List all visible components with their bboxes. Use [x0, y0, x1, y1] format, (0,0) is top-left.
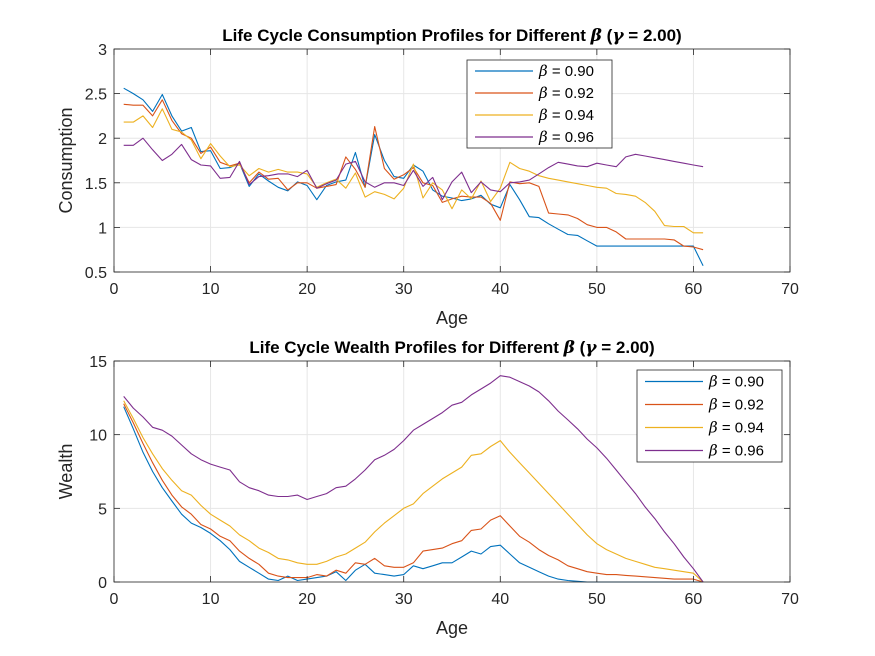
x-tick-label: 10	[202, 591, 220, 608]
chart-2: 0 10 20 30 40 50 60 70 0 5 10 15 Life Cycle Wealth P…	[56, 338, 799, 638]
title-gamma-value: = 2.00)	[624, 26, 682, 45]
legend-entry-4: β = 0.96	[708, 442, 764, 460]
chart-title: Life Cycle Wealth Profiles for Different…	[249, 338, 654, 358]
x-tick-label: 10	[202, 281, 220, 298]
legend-entry-4: β = 0.96	[538, 128, 594, 146]
x-tick-label: 60	[685, 591, 703, 608]
legend-beta-symbol: β	[708, 442, 718, 460]
series-line-4	[123, 375, 704, 583]
y-tick-label: 1	[98, 220, 107, 237]
title-paren: (	[602, 26, 613, 45]
y-tick-label: 0.5	[85, 265, 107, 282]
series-line-3	[123, 400, 704, 583]
title-beta-symbol: β	[563, 338, 575, 358]
x-tick-label: 50	[588, 591, 606, 608]
series-line-3	[123, 108, 704, 234]
legend-entry-1: β = 0.90	[708, 373, 764, 391]
x-tick-label: 40	[491, 281, 509, 298]
legend-value: = 0.94	[548, 107, 594, 124]
legend-box	[466, 59, 613, 149]
title-gamma-symbol: γ	[612, 26, 624, 46]
y-tick-label: 2.5	[85, 87, 107, 104]
y-axis-label: Consumption	[56, 107, 76, 213]
legend-beta-symbol: β	[708, 396, 718, 414]
x-tick-label: 0	[110, 591, 119, 608]
series-line-2	[123, 403, 704, 583]
y-tick-label: 1.5	[85, 176, 107, 193]
legend-box	[636, 369, 783, 463]
chart-title: Life Cycle Consumption Profiles for Diff…	[222, 26, 681, 46]
title-text: Life Cycle Wealth Profiles for Different	[249, 338, 563, 357]
plot-area	[114, 49, 790, 272]
legend-beta-symbol: β	[708, 373, 718, 391]
legend-entry-1: β = 0.90	[538, 62, 594, 80]
series-line-4	[123, 137, 704, 201]
legend-entry-2: β = 0.92	[538, 84, 594, 102]
x-tick-label: 30	[395, 591, 413, 608]
x-axis-label: Age	[436, 618, 468, 638]
legend-value: = 0.92	[718, 397, 764, 414]
legend-beta-symbol: β	[538, 128, 548, 146]
legend-beta-symbol: β	[708, 419, 718, 437]
legend: β = 0.90β = 0.92β = 0.94β = 0.96	[466, 59, 613, 149]
title-text: Life Cycle Consumption Profiles for Diff…	[222, 26, 590, 45]
legend-entry-2: β = 0.92	[708, 396, 764, 414]
x-tick-label: 30	[395, 281, 413, 298]
y-tick-label: 3	[98, 42, 107, 59]
x-tick-label: 70	[781, 591, 799, 608]
title-paren: (	[575, 338, 586, 357]
legend-beta-symbol: β	[538, 106, 548, 124]
legend: β = 0.90β = 0.92β = 0.94β = 0.96	[636, 369, 783, 463]
x-axis-label: Age	[436, 308, 468, 328]
axes-box	[113, 360, 791, 583]
y-tick-label: 0	[98, 575, 107, 592]
legend-value: = 0.90	[548, 63, 594, 80]
x-tick-label: 40	[491, 591, 509, 608]
legend-value: = 0.96	[718, 443, 764, 460]
title-beta-symbol: β	[590, 26, 602, 46]
legend-beta-symbol: β	[538, 84, 548, 102]
y-tick-label: 10	[89, 428, 107, 445]
x-tick-label: 60	[685, 281, 703, 298]
x-tick-label: 0	[110, 281, 119, 298]
x-tick-label: 50	[588, 281, 606, 298]
legend-beta-symbol: β	[538, 62, 548, 80]
y-tick-label: 15	[89, 354, 107, 371]
title-gamma-symbol: γ	[585, 338, 597, 358]
legend-value: = 0.96	[548, 129, 594, 146]
legend-value: = 0.90	[718, 374, 764, 391]
legend-entry-3: β = 0.94	[538, 106, 594, 124]
legend-entry-3: β = 0.94	[708, 419, 764, 437]
legend-value: = 0.92	[548, 85, 594, 102]
y-tick-label: 2	[98, 131, 107, 148]
axes-box	[113, 48, 791, 273]
y-tick-label: 5	[98, 501, 107, 518]
x-tick-label: 70	[781, 281, 799, 298]
y-axis-label: Wealth	[56, 444, 76, 500]
title-gamma-value: = 2.00)	[597, 338, 655, 357]
legend-value: = 0.94	[718, 420, 764, 437]
x-tick-label: 20	[298, 281, 316, 298]
series-line-2	[123, 99, 704, 251]
x-tick-label: 20	[298, 591, 316, 608]
chart-1: 0 10 20 30 40 50 60 70 0.5 1 1.5 2 2.5 3 Life Cycle Co…	[56, 26, 799, 328]
